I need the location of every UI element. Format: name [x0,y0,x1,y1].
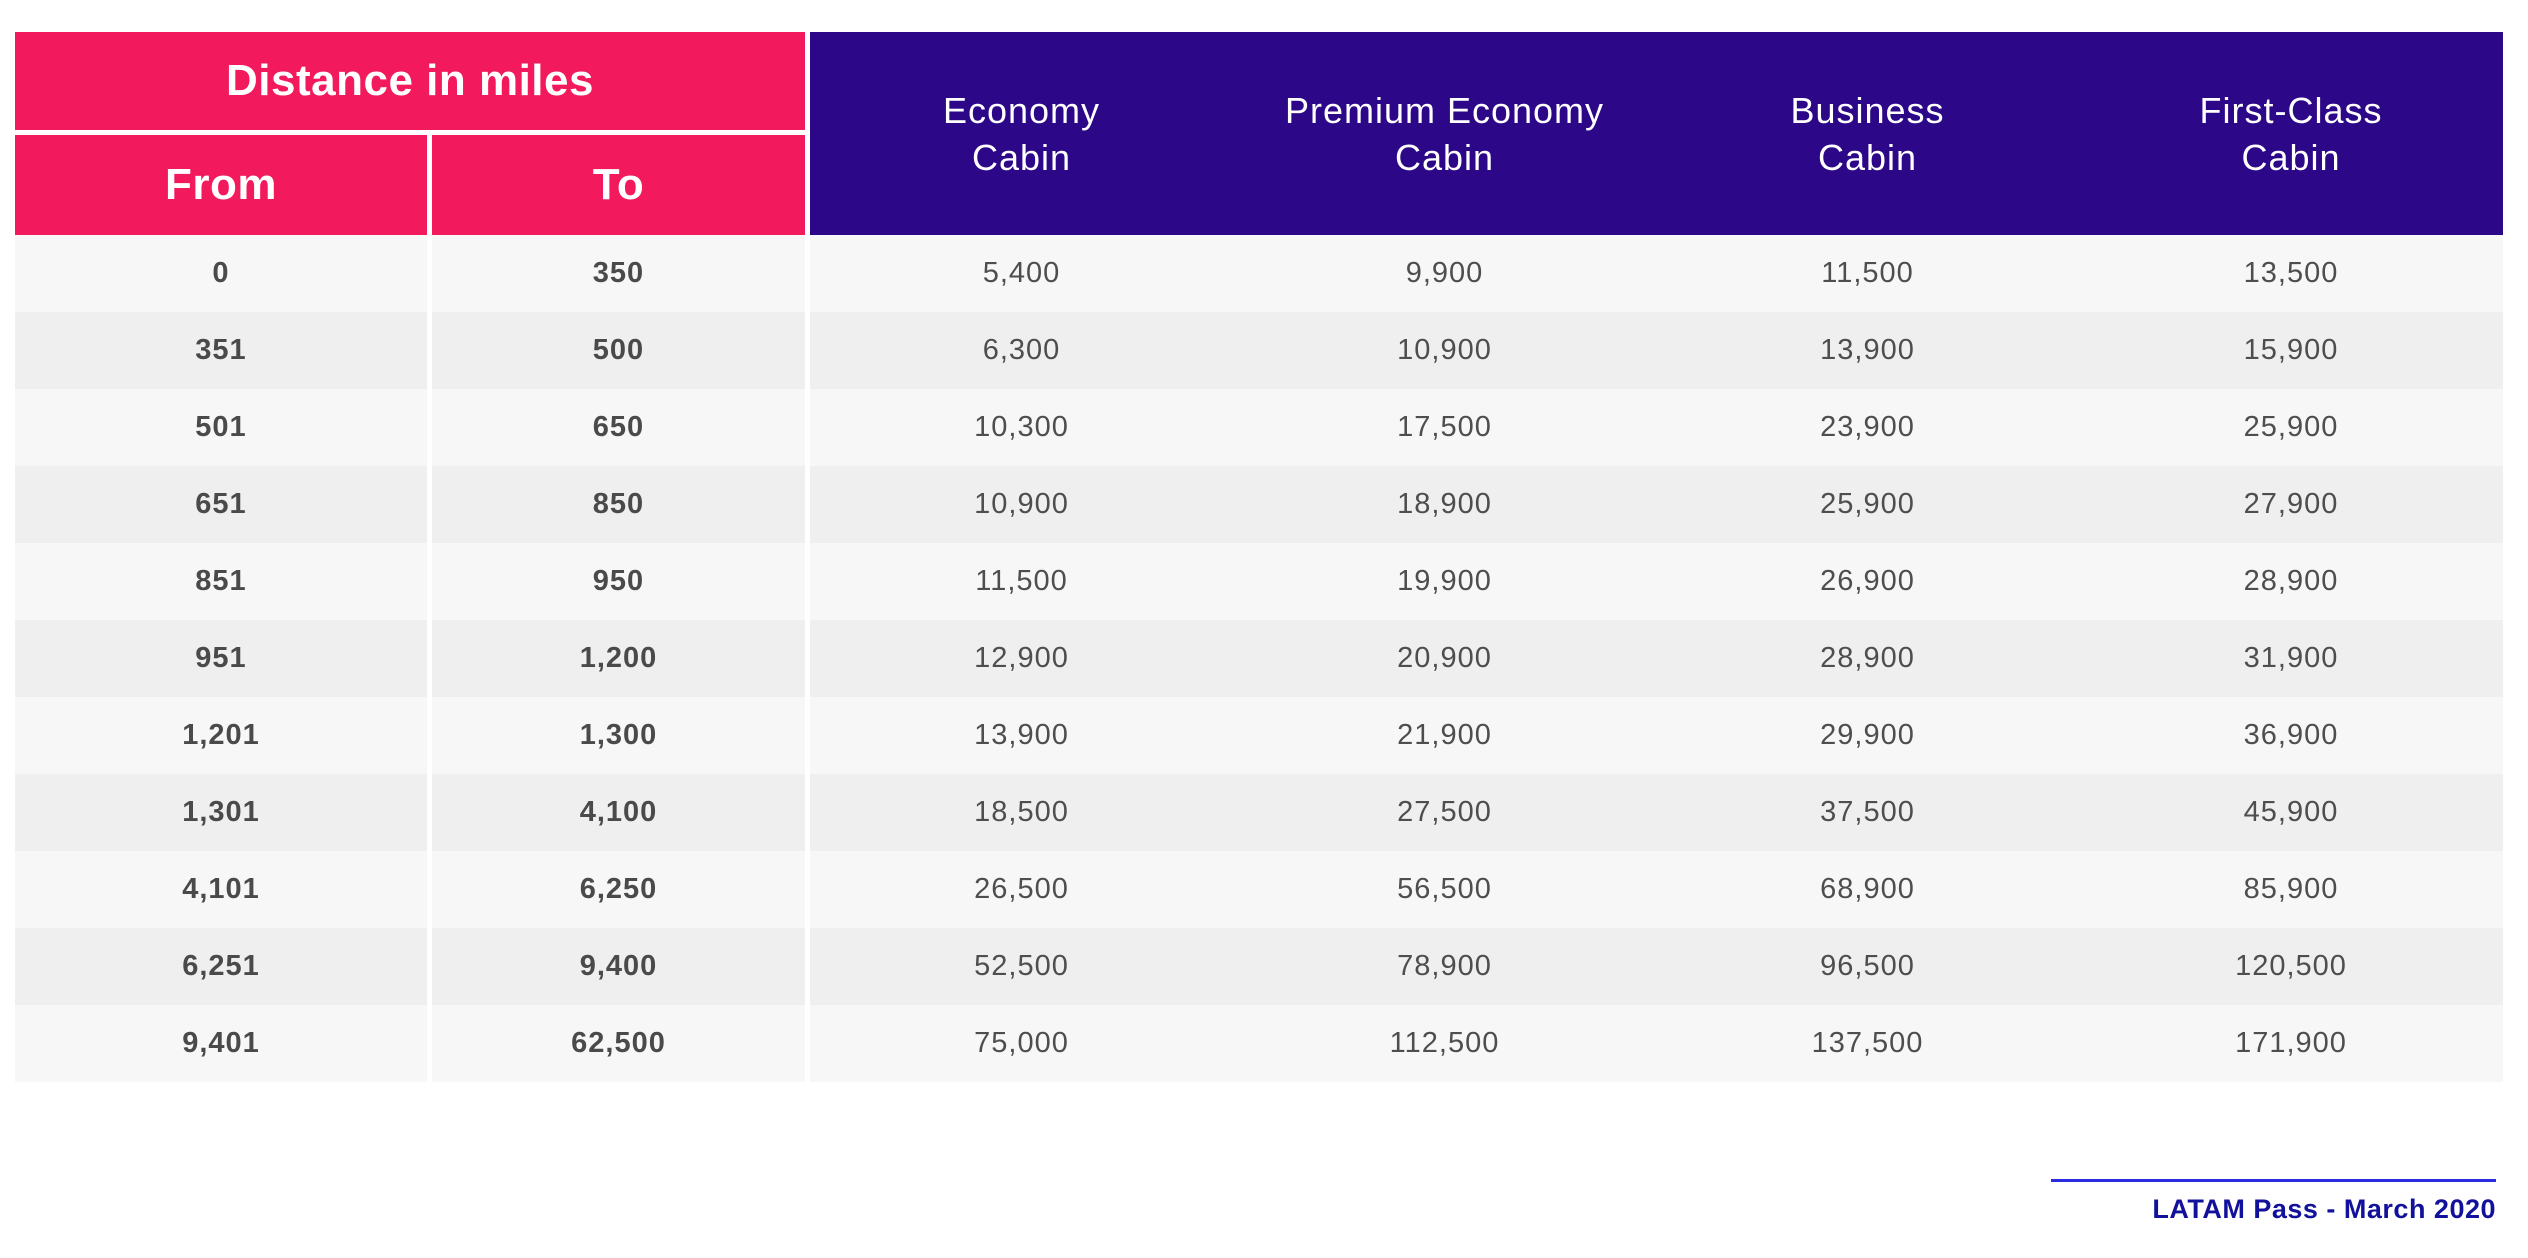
cabin-header-line1: First-Class [2199,89,2383,131]
cell-first-class: 28,900 [2079,543,2503,620]
cell-economy: 13,900 [810,697,1233,774]
footer: LATAM Pass - March 2020 [2051,1179,2496,1225]
cell-premium-economy: 19,900 [1233,543,1656,620]
cabin-header-line1: Economy [942,89,1101,131]
distance-header: Distance in miles [15,32,810,135]
cell-business: 25,900 [1656,466,2079,543]
from-column-label: From [165,160,277,209]
cell-economy: 10,900 [810,466,1233,543]
cell-from: 851 [15,543,432,620]
from-column-header: From [15,135,432,235]
cell-business: 13,900 [1656,312,2079,389]
cabin-header-line1: Business [1790,89,1945,131]
to-column-header: To [432,135,810,235]
cell-business: 26,900 [1656,543,2079,620]
cell-to: 650 [432,389,810,466]
cell-from: 351 [15,312,432,389]
cell-economy: 75,000 [810,1005,1233,1082]
cell-premium-economy: 21,900 [1233,697,1656,774]
cell-first-class: 13,500 [2079,235,2503,312]
cabin-header-line2: Cabin [2241,136,2341,178]
cabin-header-business: Business Cabin [1656,32,2079,235]
cell-from: 9,401 [15,1005,432,1082]
award-table: Distance in miles From To Economy Cabin Pr… [15,32,2503,1082]
cabin-header-line2: Cabin [971,136,1072,178]
cell-business: 137,500 [1656,1005,2079,1082]
cabin-header-line2: Cabin [1394,136,1495,178]
cell-business: 23,900 [1656,389,2079,466]
cell-business: 68,900 [1656,851,2079,928]
cell-business: 28,900 [1656,620,2079,697]
cell-to: 4,100 [432,774,810,851]
cell-premium-economy: 18,900 [1233,466,1656,543]
cell-from: 4,101 [15,851,432,928]
cell-to: 1,200 [432,620,810,697]
cell-business: 37,500 [1656,774,2079,851]
cell-economy: 12,900 [810,620,1233,697]
cell-premium-economy: 112,500 [1233,1005,1656,1082]
cell-premium-economy: 17,500 [1233,389,1656,466]
cell-economy: 18,500 [810,774,1233,851]
cell-to: 9,400 [432,928,810,1005]
cell-economy: 10,300 [810,389,1233,466]
cell-first-class: 31,900 [2079,620,2503,697]
cell-first-class: 45,900 [2079,774,2503,851]
cell-business: 96,500 [1656,928,2079,1005]
cell-premium-economy: 78,900 [1233,928,1656,1005]
cell-from: 6,251 [15,928,432,1005]
cell-first-class: 15,900 [2079,312,2503,389]
cell-premium-economy: 27,500 [1233,774,1656,851]
to-column-label: To [592,160,645,209]
cell-to: 62,500 [432,1005,810,1082]
cell-economy: 6,300 [810,312,1233,389]
cell-first-class: 120,500 [2079,928,2503,1005]
cell-from: 651 [15,466,432,543]
cell-first-class: 25,900 [2079,389,2503,466]
cell-to: 350 [432,235,810,312]
cell-premium-economy: 56,500 [1233,851,1656,928]
cell-to: 1,300 [432,697,810,774]
cabin-header-line1: Premium Economy [1284,89,1605,131]
cell-business: 11,500 [1656,235,2079,312]
cell-premium-economy: 10,900 [1233,312,1656,389]
cell-first-class: 27,900 [2079,466,2503,543]
cell-from: 0 [15,235,432,312]
cell-from: 951 [15,620,432,697]
cell-from: 1,301 [15,774,432,851]
footer-caption: LATAM Pass - March 2020 [2152,1194,2496,1224]
cell-first-class: 171,900 [2079,1005,2503,1082]
cabin-header-economy: Economy Cabin [810,32,1233,235]
distance-header-label: Distance in miles [226,56,594,105]
cell-economy: 11,500 [810,543,1233,620]
cabin-header-premium-economy: Premium Economy Cabin [1233,32,1656,235]
cabin-header-first-class: First-Class Cabin [2079,32,2503,235]
cell-from: 1,201 [15,697,432,774]
cell-premium-economy: 20,900 [1233,620,1656,697]
cell-economy: 5,400 [810,235,1233,312]
cell-to: 950 [432,543,810,620]
cell-economy: 52,500 [810,928,1233,1005]
cell-first-class: 85,900 [2079,851,2503,928]
cell-to: 850 [432,466,810,543]
cell-business: 29,900 [1656,697,2079,774]
cell-premium-economy: 9,900 [1233,235,1656,312]
cell-to: 500 [432,312,810,389]
cabin-header-line2: Cabin [1817,136,1918,178]
cell-first-class: 36,900 [2079,697,2503,774]
cell-from: 501 [15,389,432,466]
cell-to: 6,250 [432,851,810,928]
cell-economy: 26,500 [810,851,1233,928]
